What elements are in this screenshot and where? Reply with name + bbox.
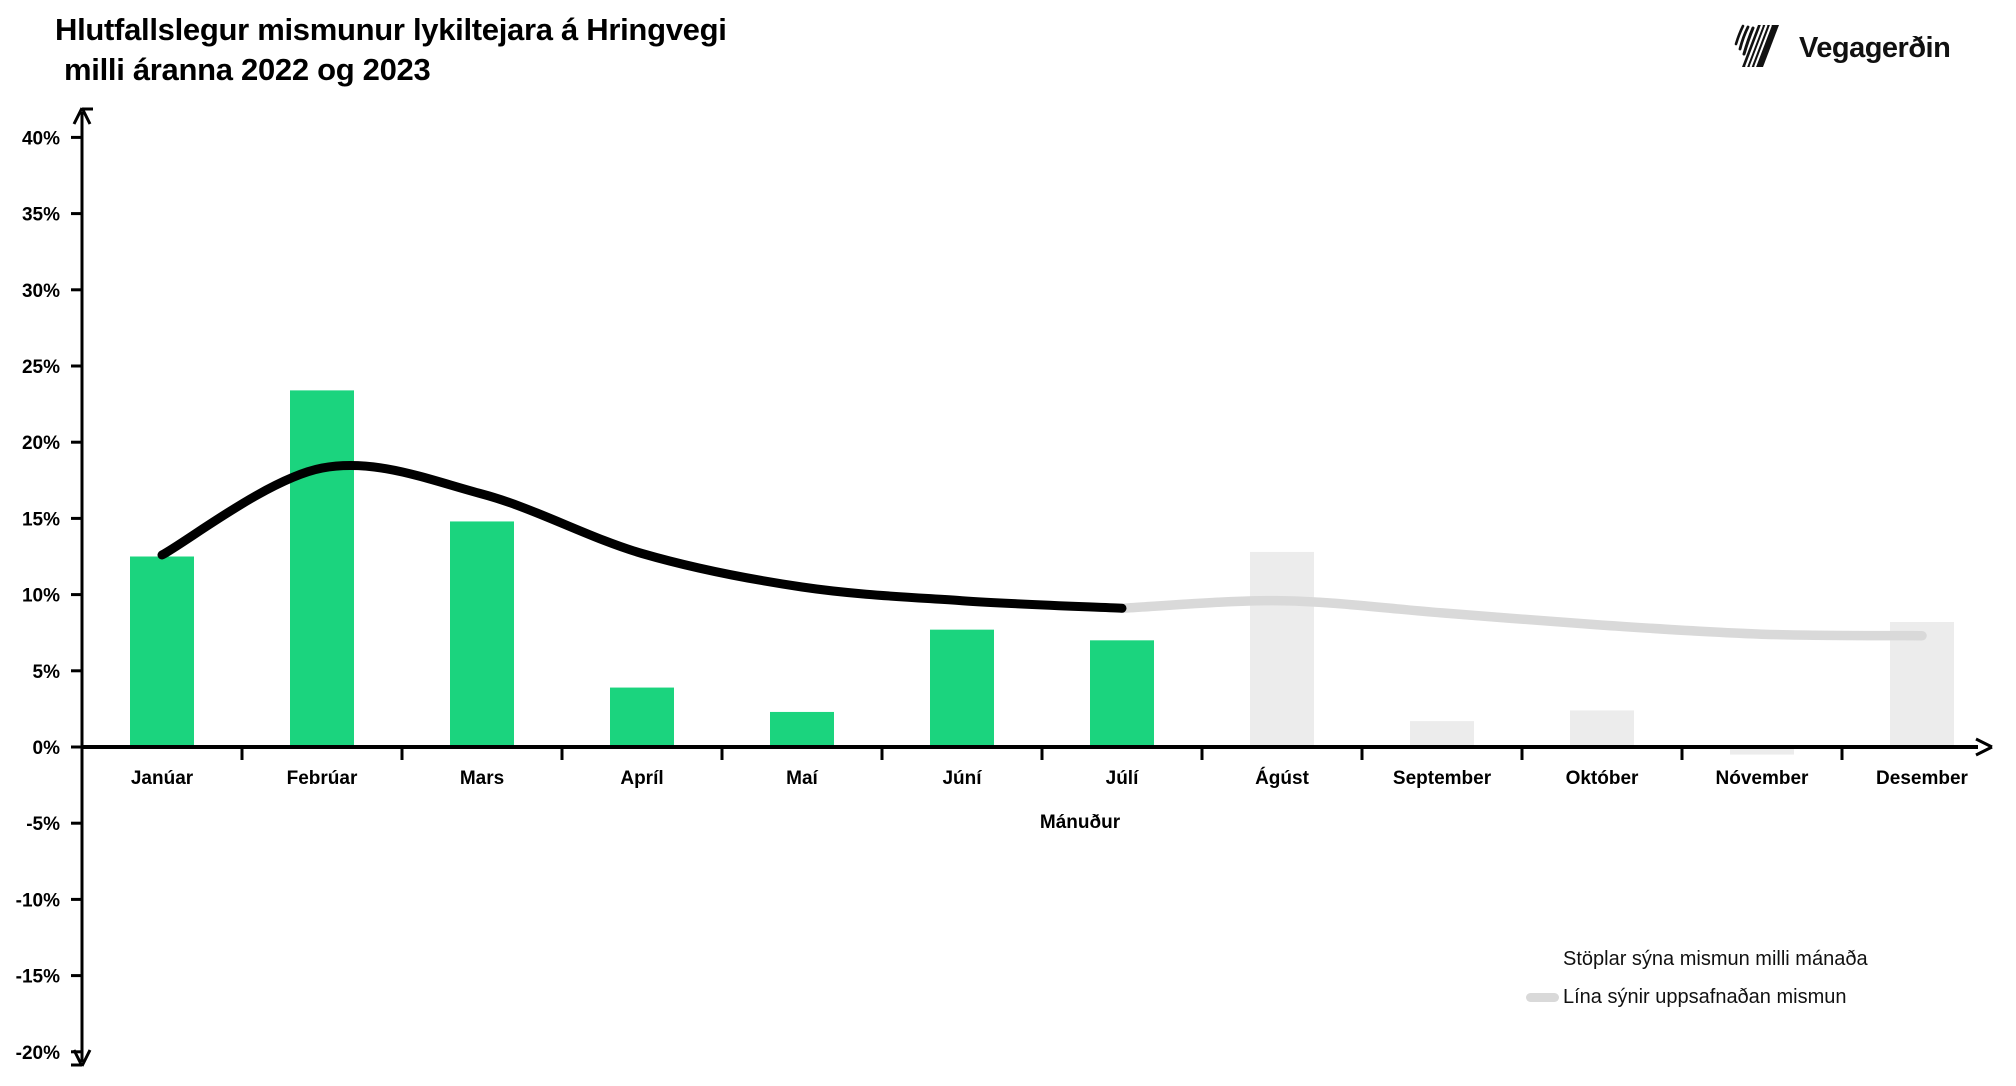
y-tick-label: 0% [33,738,61,759]
y-tick-label: -10% [16,890,60,911]
bar-september [1410,721,1474,747]
month-label-apríl: Apríl [620,768,663,789]
month-label-maí: Maí [786,768,818,789]
legend-line-label: Lína sýnir uppsafnaðan mismun [1563,985,1847,1008]
legend-item-line: Lína sýnir uppsafnaðan mismun [1526,978,1868,1016]
month-label-febrúar: Febrúar [287,768,358,789]
bar-nóvember [1730,747,1794,755]
month-label-janúar: Janúar [131,768,194,789]
month-label-október: Október [1566,768,1639,789]
vegagerdin-logo-icon [1720,24,1786,73]
bar-ágúst [1250,551,1314,747]
month-label-ágúst: Ágúst [1255,767,1310,789]
y-tick-label: -20% [16,1043,60,1064]
bar-júlí [1090,640,1154,747]
month-label-júlí: Júlí [1106,768,1139,789]
month-label-júní: Júní [942,768,982,789]
bar-maí [770,711,834,747]
y-tick-label: 15% [22,509,60,530]
y-tick-label: 20% [22,433,60,454]
month-label-september: September [1393,768,1492,789]
bar-júní [930,629,994,747]
cumulative-line-gray [1117,595,1927,641]
legend: Stöplar sýna mismun milli mánaða Lína sý… [1526,940,1868,1016]
chart-title: Hlutfallslegur mismunur lykiltejara á Hr… [55,10,727,90]
y-tick-label: 35% [22,205,60,226]
month-label-nóvember: Nóvember [1716,768,1810,789]
vegagerdin-logo: Vegagerðin [1720,24,1951,73]
bar-apríl [610,687,674,747]
bar-desember [1890,622,1954,747]
cumulative-line-black [157,461,1127,613]
y-tick-label: 5% [33,662,61,683]
y-tick-label: -15% [16,967,60,988]
bar-febrúar [290,390,354,747]
y-tick-label: -5% [26,814,60,835]
chart-title-line2: milli áranna 2022 og 2023 [64,52,431,87]
bar-janúar [130,556,194,747]
y-tick-label: 25% [22,357,60,378]
chart-title-line1: Hlutfallslegur mismunur lykiltejara á Hr… [55,12,727,47]
y-axis-top-arrow [72,107,93,125]
gray-line-swatch-icon [1526,992,1559,1002]
y-tick-label: 30% [22,281,60,302]
vegagerdin-logo-text: Vegagerðin [1799,32,1951,64]
legend-item-bars: Stöplar sýna mismun milli mánaða [1526,940,1868,978]
x-axis-right-arrow [1975,737,1993,757]
legend-bars-label: Stöplar sýna mismun milli mánaða [1563,947,1868,970]
bar-mars [450,521,514,747]
month-label-mars: Mars [460,768,504,789]
y-tick-label: 10% [22,586,60,607]
x-axis-title: Mánuður [1039,812,1121,833]
bar-október [1570,710,1634,747]
month-label-desember: Desember [1876,768,1968,789]
y-tick-label: 40% [22,128,60,149]
